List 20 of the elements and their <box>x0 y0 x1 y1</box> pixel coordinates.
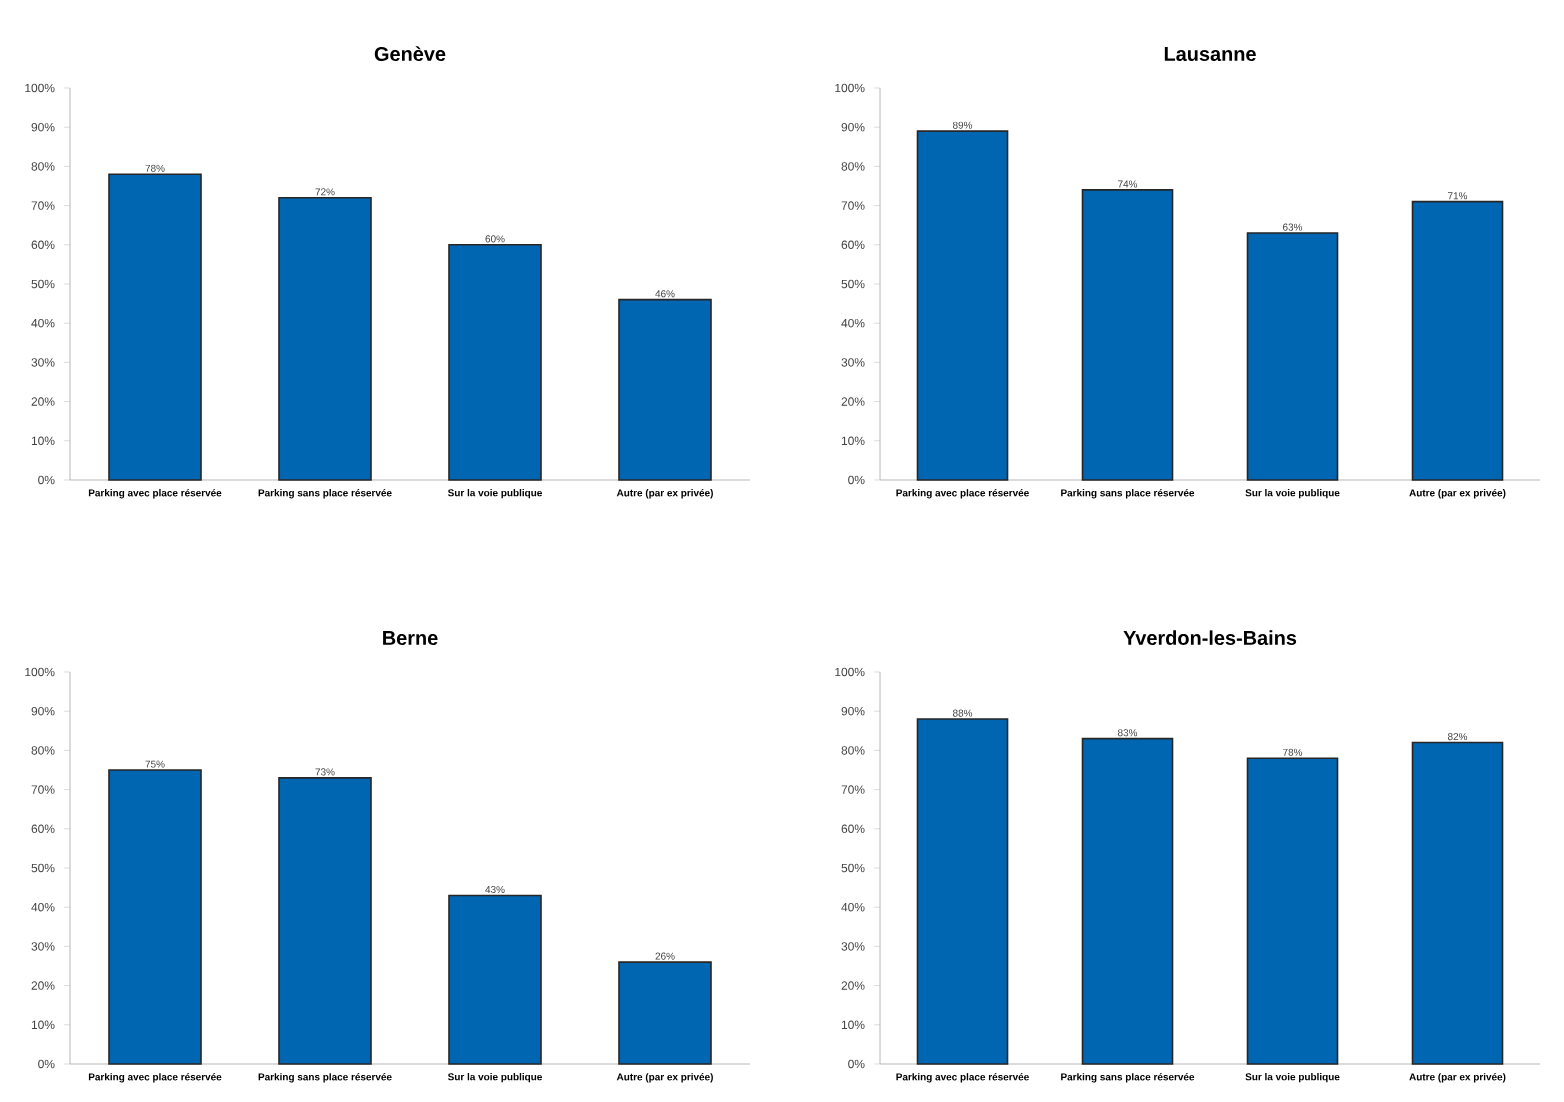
bar <box>1411 200 1504 481</box>
bar <box>278 196 372 481</box>
bar <box>1246 232 1339 481</box>
bar <box>1081 737 1174 1065</box>
chart-title: Yverdon-les-Bains <box>1123 630 1297 645</box>
chart-title: Genève <box>374 46 446 61</box>
bar <box>916 130 1009 481</box>
bar <box>916 718 1009 1065</box>
bar <box>108 173 202 481</box>
bar <box>1411 741 1504 1065</box>
bar <box>1246 757 1339 1065</box>
bar <box>618 961 712 1065</box>
bar <box>278 777 372 1065</box>
chart-title: Berne <box>383 631 438 645</box>
bar <box>1081 189 1174 481</box>
bar <box>108 769 202 1065</box>
bar <box>448 243 542 481</box>
chart-title: Lausanne <box>1164 47 1256 61</box>
bar <box>448 894 542 1065</box>
bar <box>618 298 712 481</box>
